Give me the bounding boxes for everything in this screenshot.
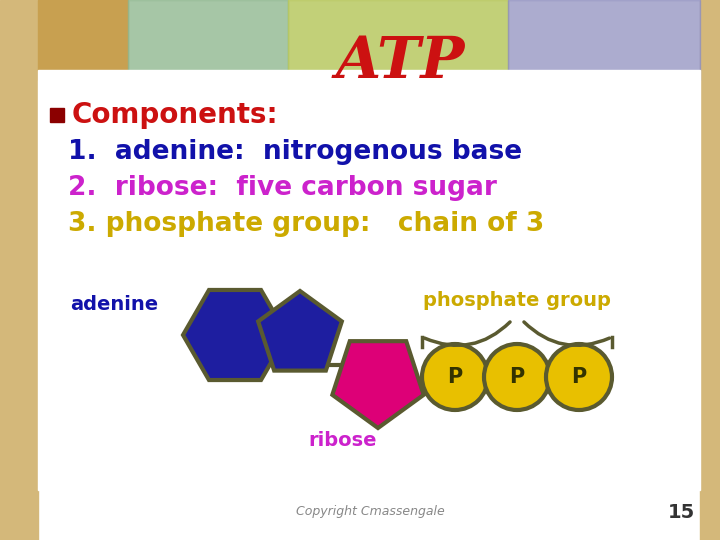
Bar	[38, 0, 128, 80]
Circle shape	[484, 344, 550, 410]
Text: ATP: ATP	[336, 33, 464, 90]
Bar	[128, 0, 288, 80]
Circle shape	[546, 344, 612, 410]
Text: 2.  ribose:  five carbon sugar: 2. ribose: five carbon sugar	[68, 175, 497, 201]
Text: P: P	[509, 367, 525, 387]
Text: 15: 15	[667, 503, 695, 522]
Bar	[38, 70, 700, 490]
Polygon shape	[258, 291, 342, 370]
Text: ribose: ribose	[308, 430, 377, 449]
Bar	[0, 0, 38, 540]
Text: 1.  adenine:  nitrogenous base: 1. adenine: nitrogenous base	[68, 139, 522, 165]
Bar	[288, 0, 508, 80]
Bar	[508, 0, 700, 80]
Bar	[700, 0, 720, 540]
Text: Copyright Cmassengale: Copyright Cmassengale	[296, 505, 444, 518]
Text: 3. phosphate group:   chain of 3: 3. phosphate group: chain of 3	[68, 211, 544, 237]
Polygon shape	[333, 341, 423, 428]
Text: Components:: Components:	[72, 101, 279, 129]
Text: P: P	[447, 367, 463, 387]
Text: phosphate group: phosphate group	[423, 291, 611, 309]
Bar	[50, 108, 64, 122]
Text: P: P	[572, 367, 587, 387]
Text: adenine: adenine	[70, 295, 158, 314]
Polygon shape	[183, 290, 287, 380]
Circle shape	[422, 344, 488, 410]
